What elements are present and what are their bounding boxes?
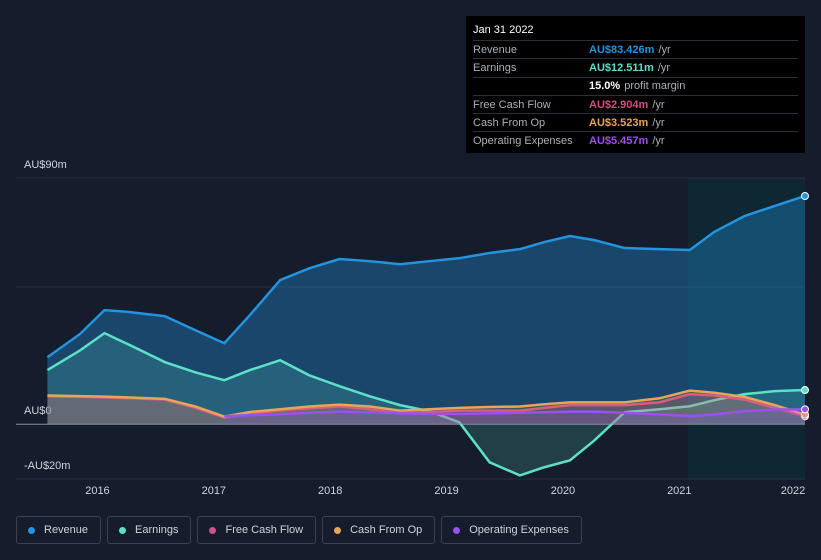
tooltip: Jan 31 2022 Revenue AU$83.426m/yr Earnings A… [466,16,805,153]
legend-item[interactable]: Free Cash Flow [197,516,317,544]
series-line [47,389,806,418]
chart: AU$90m AU$0 -AU$20m 2016 2017 2018 2019 2020 202… [16,159,809,497]
tooltip-unit: /yr [658,43,671,56]
margin-value: 15.0% [589,80,621,93]
series-area [47,195,806,425]
tooltip-unit: /yr [652,98,665,111]
legend-label: Cash From Op [350,524,423,536]
tooltip-label: Free Cash Flow [473,98,551,111]
tooltip-value: AU$2.904m [589,98,649,111]
legend-item[interactable]: Operating Expenses [441,516,582,544]
tooltip-label: Operating Expenses [473,135,573,148]
series-area [47,333,806,476]
end-point [801,386,809,395]
tooltip-label: Cash From Op [473,116,546,129]
legend-item[interactable]: Cash From Op [322,516,436,544]
y-tick-label: -AU$20m [24,460,70,472]
tooltip-row: Free Cash Flow AU$2.904m/yr [473,94,798,113]
margin-label: profit margin [624,80,686,93]
tooltip-unit: /yr [657,61,671,74]
highlight-region [688,178,805,479]
tooltip-label: Earnings [473,61,517,74]
x-tick-label: 2018 [318,485,342,497]
y-tick-label: AU$90m [24,159,67,171]
legend-dot [119,526,127,534]
tooltip-date: Jan 31 2022 [473,24,534,36]
legend-label: Operating Expenses [469,524,569,536]
tooltip-row: Cash From Op AU$3.523m/yr [473,113,798,131]
x-tick-label: 2016 [85,485,109,497]
tooltip-value: AU$83.426m [589,43,655,56]
y-tick-label: AU$0 [24,405,52,417]
tooltip-row: Revenue AU$83.426m/yr [473,40,798,58]
tooltip-row: 15.0% profit margin [473,76,798,95]
legend-label: Earnings [135,524,179,536]
legend: Revenue Earnings Free Cash Flow Cash From O… [16,516,582,544]
x-tick-label: 2020 [551,485,575,497]
tooltip-row: Operating Expenses AU$5.457m/yr [473,131,798,149]
x-tick-label: 2021 [667,485,691,497]
x-tick-label: 2017 [202,485,226,497]
series-line [46,194,806,359]
legend-dot [209,526,217,534]
series-line [224,408,806,418]
legend-label: Free Cash Flow [225,524,304,536]
tooltip-unit: /yr [652,116,665,129]
legend-dot [334,526,342,534]
end-point [801,405,809,414]
tooltip-row: Earnings AU$12.511m/yr [473,58,798,76]
legend-dot [28,526,35,534]
x-tick-label: 2022 [781,485,805,497]
tooltip-unit: /yr [652,135,665,148]
end-point [801,191,809,200]
tooltip-label: Revenue [473,43,518,56]
legend-dot [453,526,461,534]
tooltip-value: AU$12.511m [589,61,654,74]
tooltip-value: AU$3.523m [589,116,649,129]
x-tick-label: 2019 [434,485,458,497]
legend-label: Revenue [44,524,89,536]
legend-item[interactable]: Earnings [107,516,192,544]
legend-item[interactable]: Revenue [16,516,102,544]
tooltip-value: AU$5.457m [589,135,649,148]
